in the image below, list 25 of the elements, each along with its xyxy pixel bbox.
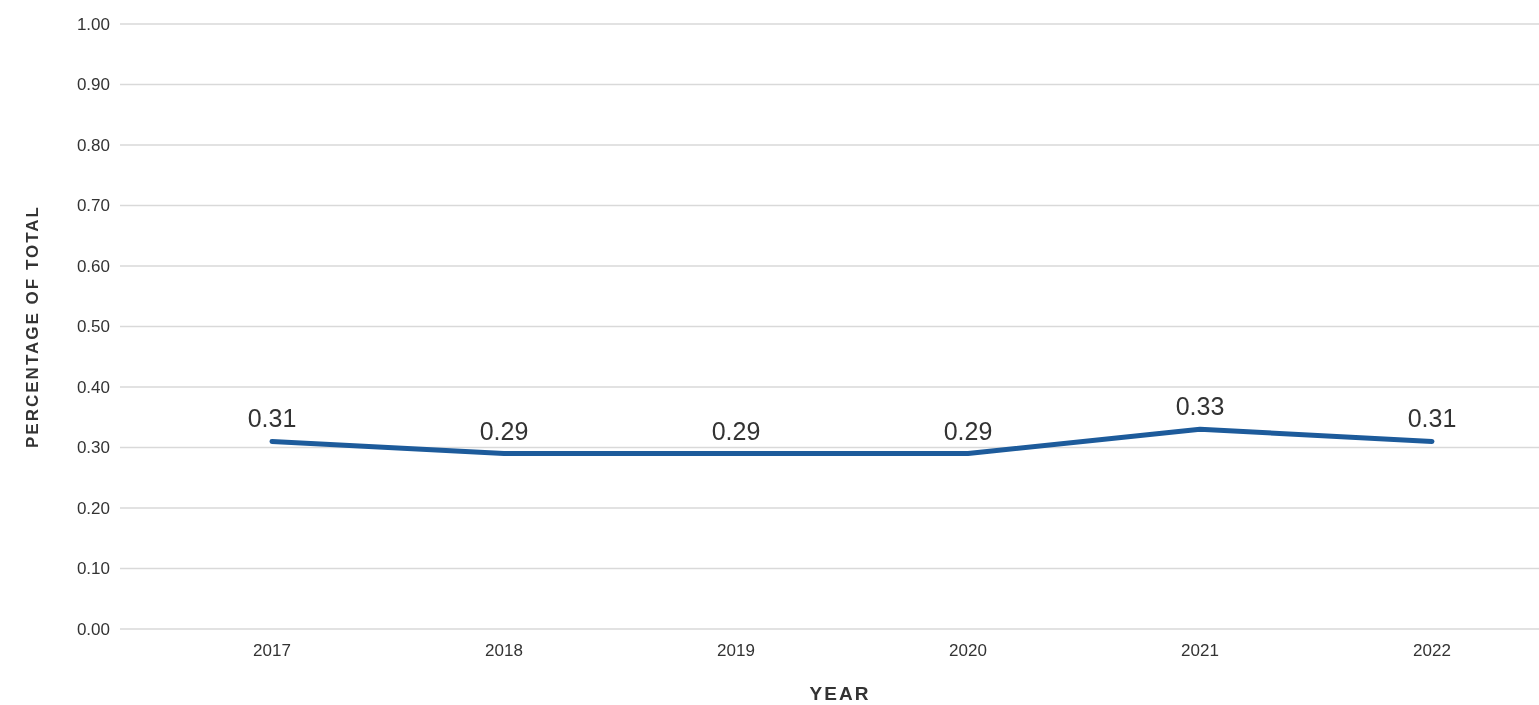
data-label: 0.31 bbox=[1407, 404, 1457, 433]
data-label: 0.31 bbox=[247, 404, 297, 433]
y-tick-label: 0.60 bbox=[76, 256, 110, 276]
y-tick-label: 0.40 bbox=[76, 377, 110, 397]
data-label: 0.33 bbox=[1175, 392, 1225, 421]
x-tick-label: 2017 bbox=[253, 641, 291, 660]
y-tick-label: 0.30 bbox=[76, 438, 110, 458]
x-axis-title: YEAR bbox=[809, 683, 871, 704]
x-tick-label: 2022 bbox=[1413, 641, 1451, 660]
data-label: 0.29 bbox=[711, 416, 761, 445]
data-label: 0.29 bbox=[479, 416, 529, 445]
y-tick-label: 0.50 bbox=[76, 317, 110, 337]
x-tick-label: 2019 bbox=[717, 641, 755, 660]
y-tick-label: 0.70 bbox=[76, 196, 110, 216]
y-tick-label: 0.20 bbox=[76, 498, 110, 518]
y-tick-label: 0.90 bbox=[76, 75, 110, 95]
y-tick-label: 0.00 bbox=[76, 619, 110, 639]
data-label: 0.29 bbox=[943, 416, 993, 445]
y-tick-label: 0.10 bbox=[76, 559, 110, 579]
x-tick-label: 2018 bbox=[485, 641, 523, 660]
x-tick-label: 2020 bbox=[949, 641, 987, 660]
x-tick-label: 2021 bbox=[1181, 641, 1219, 660]
y-tick-label: 0.80 bbox=[76, 135, 110, 155]
y-axis-title: PERCENTAGE OF TOTAL bbox=[23, 205, 42, 448]
y-tick-label: 1.00 bbox=[76, 14, 110, 34]
